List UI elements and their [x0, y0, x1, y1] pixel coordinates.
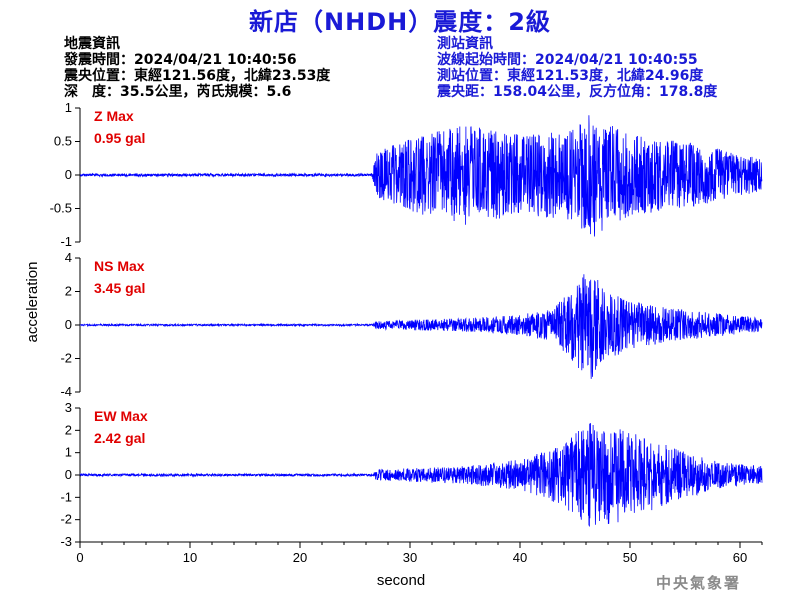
station-info-heading: 測站資訊 — [437, 36, 493, 52]
page-title: 新店（NHDH）震度：2級 — [249, 8, 551, 36]
agency-credit: 中央氣象署 — [656, 574, 742, 592]
x-tick-label: 10 — [183, 550, 197, 565]
station-info: 測站資訊 波線起始時間：2024/04/21 10:40:55 測站位置：東經1… — [437, 36, 717, 100]
origin-time: 發震時間：2024/04/21 10:40:56 — [64, 52, 297, 68]
y-tick-label-z: 0 — [65, 167, 72, 182]
y-tick-label-ew: 3 — [65, 400, 72, 415]
y-tick-label-ns: 0 — [65, 317, 72, 332]
distance-azimuth: 震央距：158.04公里，反方位角：178.8度 — [437, 84, 718, 100]
x-tick-label: 60 — [733, 550, 747, 565]
y-axis-label: acceleration — [24, 262, 41, 343]
epicenter-location: 震央位置：東經121.56度，北緯23.53度 — [64, 68, 331, 84]
y-tick-label-ew: 1 — [65, 445, 72, 460]
x-tick-label: 50 — [623, 550, 637, 565]
max-value-z: 0.95 gal — [94, 130, 145, 146]
x-tick-label: 0 — [76, 550, 83, 565]
y-tick-label-ew: 2 — [65, 422, 72, 437]
waveform-z — [79, 115, 763, 237]
x-axis-label: second — [377, 572, 425, 589]
earthquake-info: 地震資訊 發震時間：2024/04/21 10:40:56 震央位置：東經121… — [64, 36, 330, 100]
max-label-ew: EW Max — [94, 408, 148, 424]
waveform-ew — [79, 423, 763, 527]
depth-magnitude: 深 度：35.5公里，芮氏規模：5.6 — [64, 84, 292, 100]
y-tick-label-ns: 4 — [65, 250, 72, 265]
y-tick-label-ew: -1 — [60, 489, 72, 504]
y-tick-label-ns: -2 — [60, 351, 72, 366]
earthquake-info-heading: 地震資訊 — [64, 36, 120, 52]
y-tick-label-z: -1 — [60, 234, 72, 249]
y-tick-label-z: 0.5 — [54, 134, 72, 149]
x-tick-label: 30 — [403, 550, 417, 565]
y-tick-label-ew: 0 — [65, 467, 72, 482]
max-label-ns: NS Max — [94, 258, 145, 274]
y-tick-label-z: 1 — [65, 100, 72, 115]
max-label-z: Z Max — [94, 108, 134, 124]
x-tick-label: 20 — [293, 550, 307, 565]
max-value-ew: 2.42 gal — [94, 430, 145, 446]
x-tick-label: 40 — [513, 550, 527, 565]
waveform-ns — [79, 274, 763, 379]
arrival-time: 波線起始時間：2024/04/21 10:40:55 — [437, 52, 698, 68]
y-tick-label-ew: -3 — [60, 534, 72, 549]
y-tick-label-ns: -4 — [60, 384, 72, 399]
max-value-ns: 3.45 gal — [94, 280, 145, 296]
station-location: 測站位置：東經121.53度，北緯24.96度 — [437, 68, 704, 84]
y-tick-label-ew: -2 — [60, 512, 72, 527]
y-tick-label-ns: 2 — [65, 284, 72, 299]
y-tick-label-z: -0.5 — [50, 201, 72, 216]
